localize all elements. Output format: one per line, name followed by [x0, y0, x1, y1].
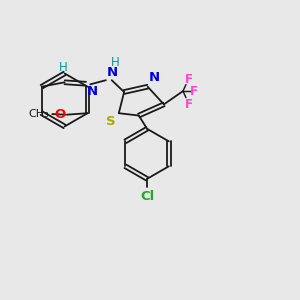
Text: N: N: [149, 71, 160, 84]
Text: O: O: [54, 108, 65, 121]
Text: CH₃: CH₃: [28, 109, 49, 119]
Text: Cl: Cl: [140, 190, 154, 203]
Text: N: N: [107, 66, 118, 79]
Text: F: F: [185, 73, 194, 86]
Text: H: H: [59, 61, 68, 74]
Text: S: S: [106, 115, 115, 128]
Text: F: F: [185, 98, 194, 111]
Text: F: F: [190, 85, 198, 98]
Text: N: N: [87, 85, 98, 98]
Text: H: H: [111, 56, 120, 69]
